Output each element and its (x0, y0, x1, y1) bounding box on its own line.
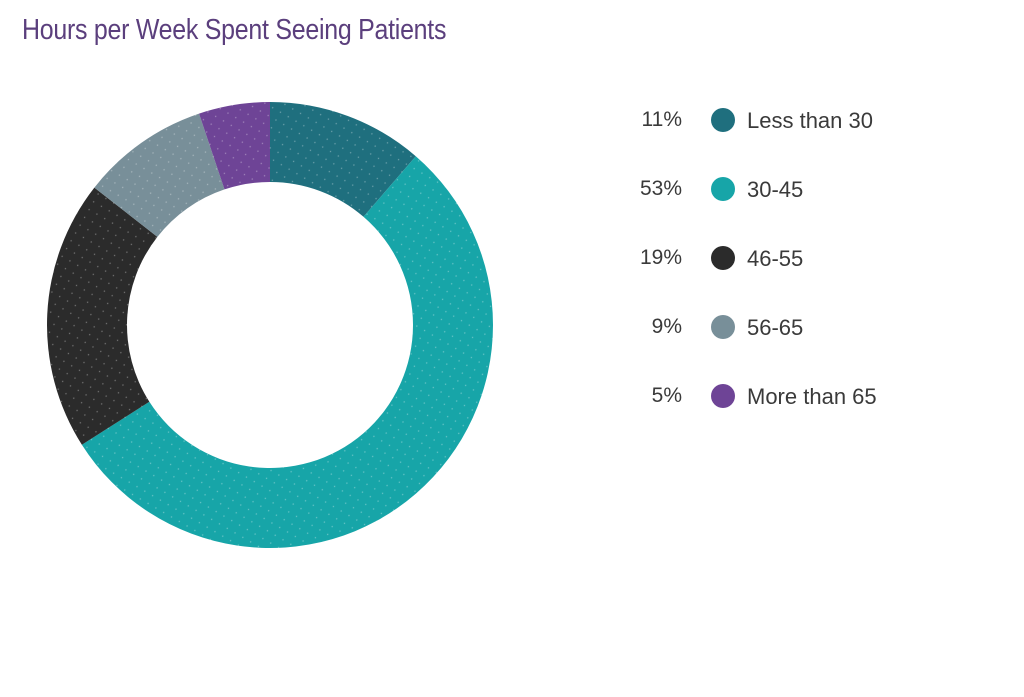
legend-value: 9% (651, 315, 682, 338)
legend-item: 9% 56-65 (640, 307, 1000, 376)
legend-item: 5% More than 65 (640, 376, 1000, 445)
donut-slice-texture (94, 113, 225, 237)
legend-label: More than 65 (747, 384, 877, 409)
legend: 11% Less than 30 53% 30-45 19% 46-55 9% … (640, 100, 1000, 445)
donut-slice-texture (46, 187, 158, 445)
chart-title: Hours per Week Spent Seeing Patients (22, 14, 447, 46)
legend-label: 30-45 (747, 177, 804, 202)
legend-item: 19% 46-55 (640, 238, 1000, 307)
donut-chart (46, 102, 494, 548)
legend-swatch (711, 177, 735, 201)
legend-swatch (711, 384, 735, 408)
legend-swatch (711, 108, 735, 132)
legend-value: 11% (641, 108, 682, 131)
legend-value: 53% (639, 177, 682, 200)
donut-slice-texture (199, 102, 270, 190)
legend-item: 11% Less than 30 (640, 100, 1000, 169)
legend-label: 56-65 (747, 315, 804, 340)
legend-value: 5% (651, 384, 682, 407)
legend-label: 46-55 (747, 246, 804, 271)
donut-slice-texture (270, 102, 416, 217)
legend-item: 53% 30-45 (640, 169, 1000, 238)
legend-label: Less than 30 (747, 108, 873, 133)
legend-swatch (711, 315, 735, 339)
legend-swatch (711, 246, 735, 270)
donut-slice-texture (81, 156, 494, 548)
legend-value: 19% (639, 246, 682, 269)
